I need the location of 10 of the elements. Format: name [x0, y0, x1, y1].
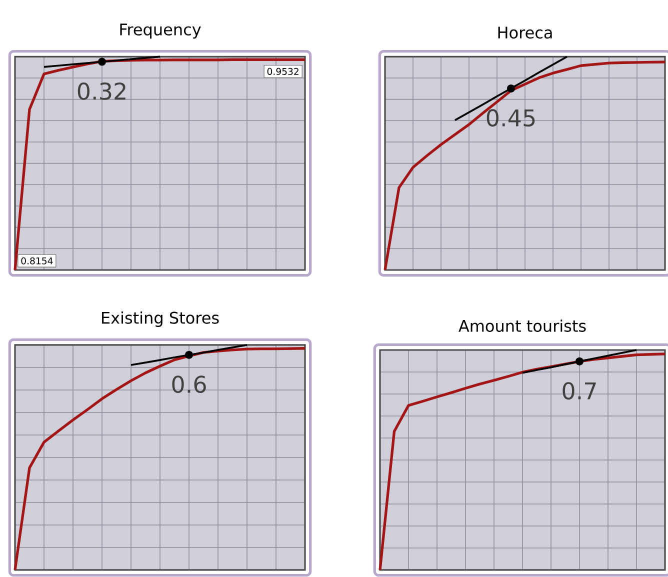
annotation: 0.6 [172, 376, 206, 394]
chart-title: Frequency [120, 24, 201, 39]
chart-title: Horeca [498, 26, 552, 39]
annotation: 0.8154 [21, 257, 53, 264]
annotation: 0.45 [486, 109, 535, 127]
annotation: 0.9532 [267, 68, 298, 75]
annotation: 0.7 [562, 382, 596, 400]
chart-title: Existing Stores [102, 311, 219, 327]
chart-title: Amount tourists [458, 320, 586, 332]
annotation: 0.32 [78, 82, 126, 100]
